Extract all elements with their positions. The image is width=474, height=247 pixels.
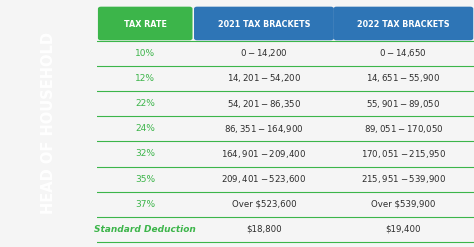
Text: $0-$14,200: $0-$14,200 [240,47,288,59]
FancyBboxPatch shape [194,7,334,40]
Text: $86,351-$164,900: $86,351-$164,900 [224,123,304,135]
Text: 35%: 35% [135,175,155,184]
Text: $164,901-$209,400: $164,901-$209,400 [221,148,307,160]
FancyBboxPatch shape [98,7,192,40]
Text: 37%: 37% [135,200,155,209]
Text: TAX RATE: TAX RATE [124,20,167,29]
Text: HEAD OF HOUSEHOLD: HEAD OF HOUSEHOLD [41,33,56,214]
Text: Over $539,900: Over $539,900 [371,200,436,209]
Text: $215,951-$539,900: $215,951-$539,900 [361,173,446,185]
Text: 2022 TAX BRACKETS: 2022 TAX BRACKETS [357,20,450,29]
Text: $170,051-$215,950: $170,051-$215,950 [361,148,446,160]
Text: 24%: 24% [135,124,155,133]
Text: $14,201-$54,200: $14,201-$54,200 [227,73,301,84]
Text: $54,201-$86,350: $54,201-$86,350 [227,98,301,110]
Text: $0-$14,650: $0-$14,650 [380,47,427,59]
FancyBboxPatch shape [333,7,473,40]
Text: 22%: 22% [135,99,155,108]
Text: 2021 TAX BRACKETS: 2021 TAX BRACKETS [218,20,310,29]
Text: $89,051-$170,050: $89,051-$170,050 [364,123,443,135]
Text: 12%: 12% [135,74,155,83]
Text: 10%: 10% [135,49,155,58]
Text: $19,400: $19,400 [385,225,421,234]
Text: $14,651-$55,900: $14,651-$55,900 [366,73,440,84]
Text: Over $523,600: Over $523,600 [232,200,296,209]
Text: Standard Deduction: Standard Deduction [94,225,196,234]
Text: $55,901-$89,050: $55,901-$89,050 [366,98,440,110]
Text: $209,401-$523,600: $209,401-$523,600 [221,173,307,185]
Text: 32%: 32% [135,149,155,159]
Text: $18,800: $18,800 [246,225,282,234]
